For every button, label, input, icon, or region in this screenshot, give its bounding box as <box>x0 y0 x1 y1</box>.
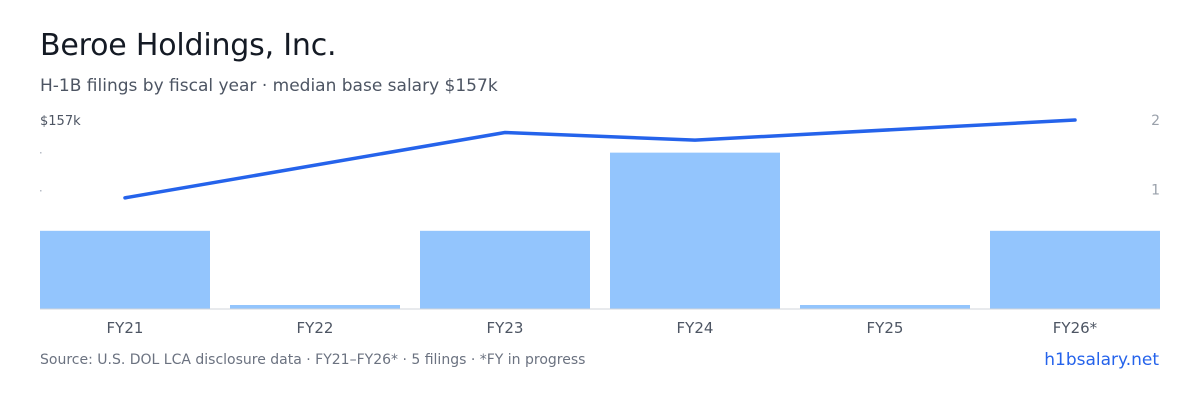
source-note: Source: U.S. DOL LCA disclosure data · F… <box>40 352 586 368</box>
bar-fy23[interactable] <box>420 230 590 309</box>
right-axis-tick-labels: 12 <box>1151 113 1160 199</box>
x-tick-label: FY26* <box>1053 319 1098 337</box>
left-axis-minor-tick <box>40 190 42 192</box>
bar-fy25[interactable] <box>800 305 970 309</box>
chart-title: Beroe Holdings, Inc. <box>40 28 337 63</box>
bar-fy22[interactable] <box>230 305 400 309</box>
median-salary-line <box>123 118 1077 200</box>
x-tick-label: FY21 <box>107 319 144 337</box>
right-axis-tick-label: 2 <box>1151 113 1160 129</box>
x-tick-label: FY23 <box>487 319 524 337</box>
left-axis-tick-label: $157k <box>40 114 81 129</box>
x-tick-label: FY22 <box>297 319 334 337</box>
x-tick-label: FY25 <box>867 319 904 337</box>
chart-subtitle: H-1B filings by fiscal year · median bas… <box>40 76 498 96</box>
bars-group <box>40 152 1160 309</box>
left-axis-minor-tick <box>40 152 42 154</box>
bar-fy21[interactable] <box>40 230 210 309</box>
brand-link[interactable]: h1bsalary.net <box>1044 350 1159 370</box>
salary-line-group <box>123 118 1077 200</box>
right-axis-tick-label: 1 <box>1151 183 1160 199</box>
x-axis-labels: FY21 FY22 FY23 FY24 FY25 FY26* <box>107 319 1098 337</box>
bar-fy24[interactable] <box>610 152 780 309</box>
left-axis-minor-ticks <box>40 152 42 192</box>
x-tick-label: FY24 <box>677 319 714 337</box>
bar-fy26-star[interactable] <box>990 230 1160 309</box>
